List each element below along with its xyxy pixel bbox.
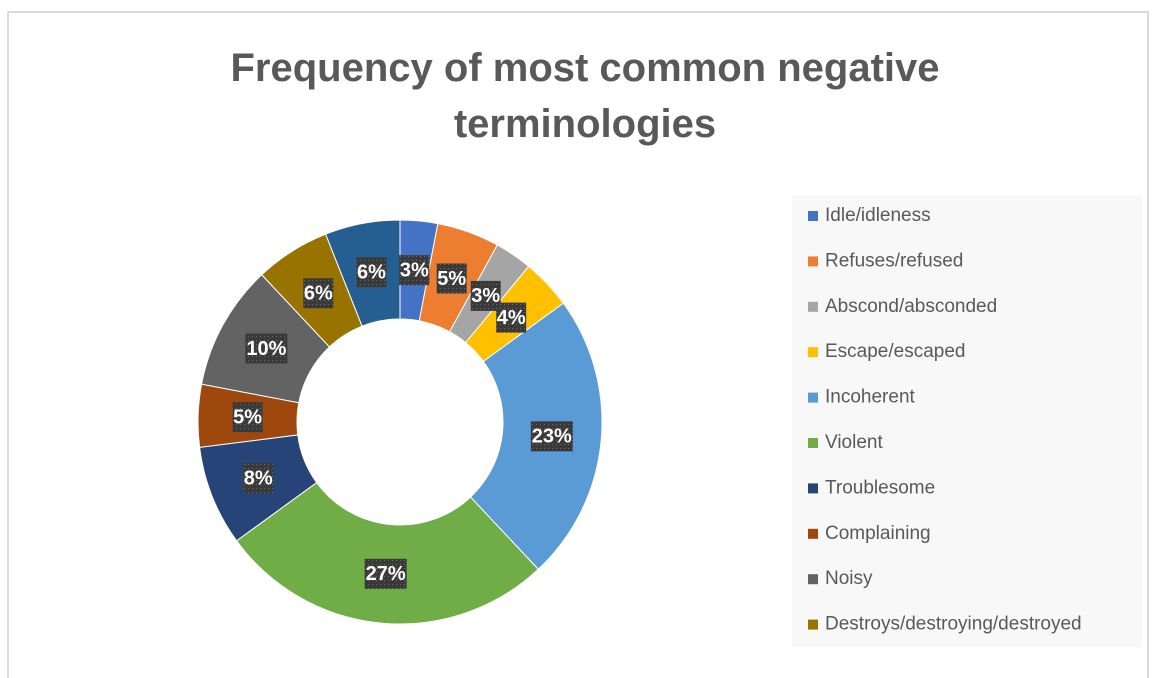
data-label-bg bbox=[399, 255, 430, 286]
legend-marker bbox=[808, 528, 818, 539]
legend-label: Incoherent bbox=[825, 387, 916, 408]
legend-label: Violent bbox=[825, 432, 883, 453]
donut-segment bbox=[235, 481, 539, 625]
legend-marker bbox=[808, 301, 818, 312]
data-label-bg bbox=[243, 463, 274, 494]
legend-marker bbox=[808, 438, 818, 448]
data-label: 6% bbox=[304, 283, 333, 305]
data-label: 4% bbox=[497, 307, 526, 329]
data-label: 3% bbox=[400, 259, 429, 281]
data-label: 23% bbox=[532, 426, 572, 448]
data-label: 5% bbox=[233, 406, 262, 428]
legend-marker bbox=[808, 347, 818, 358]
data-label: 27% bbox=[366, 563, 406, 585]
legend-box bbox=[792, 195, 1142, 647]
data-label-bg bbox=[232, 402, 263, 433]
legend-label: Destroys/destroying/destroyed bbox=[825, 614, 1082, 635]
legend-marker bbox=[808, 211, 818, 221]
data-label: 8% bbox=[244, 467, 273, 489]
data-label: 10% bbox=[246, 338, 286, 360]
data-label-bg bbox=[303, 278, 334, 309]
data-label-bg bbox=[496, 302, 527, 333]
data-label-bg bbox=[364, 558, 407, 589]
legend-marker bbox=[808, 619, 818, 630]
legend-marker bbox=[808, 392, 818, 403]
legend-label: Complaining bbox=[825, 523, 931, 544]
data-label-bg bbox=[436, 263, 467, 294]
data-label-bg bbox=[470, 280, 501, 311]
data-label: 3% bbox=[471, 285, 500, 307]
data-label-bg bbox=[530, 421, 573, 452]
legend-label: Noisy bbox=[825, 568, 873, 589]
data-label: 6% bbox=[357, 261, 386, 283]
data-label-bg bbox=[245, 333, 288, 364]
legend-marker bbox=[808, 483, 818, 494]
data-label-bg bbox=[356, 257, 387, 288]
legend-marker bbox=[808, 574, 818, 585]
legend-label: Refuses/refused bbox=[825, 250, 963, 271]
legend-label: Abscond/absconded bbox=[825, 296, 997, 317]
legend-label: Troublesome bbox=[825, 477, 935, 498]
legend-marker bbox=[808, 256, 818, 267]
chart-title: Frequency of most common negative termin… bbox=[230, 46, 940, 146]
data-label: 5% bbox=[437, 268, 466, 290]
chart-border bbox=[7, 11, 1149, 678]
legend-label: Escape/escaped bbox=[825, 341, 966, 362]
legend-label: Idle/idleness bbox=[825, 205, 931, 226]
